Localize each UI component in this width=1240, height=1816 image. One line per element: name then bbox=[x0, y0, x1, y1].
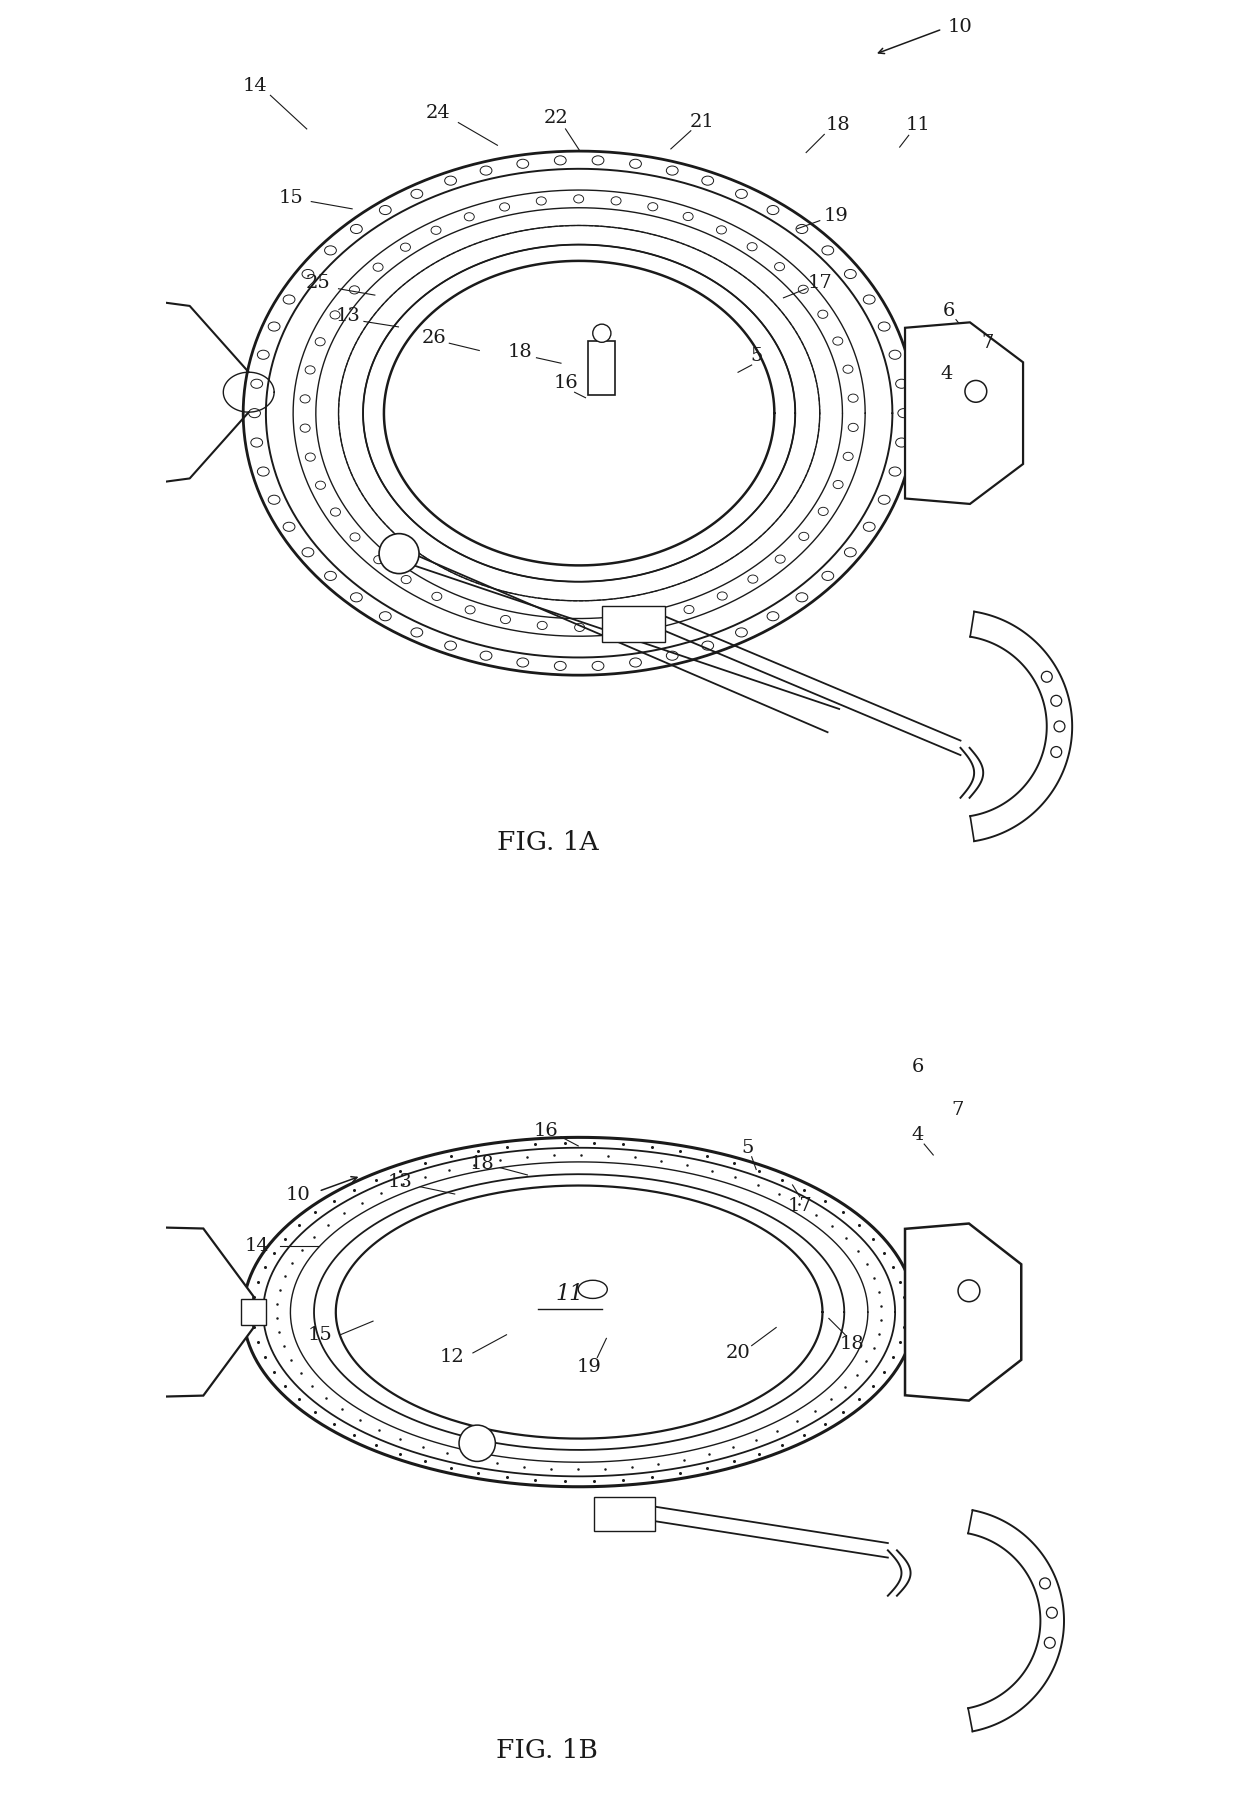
Circle shape bbox=[593, 323, 611, 341]
Text: 17: 17 bbox=[807, 274, 832, 292]
Text: 18: 18 bbox=[507, 343, 532, 361]
Text: 11: 11 bbox=[905, 116, 930, 134]
Polygon shape bbox=[905, 1224, 1022, 1400]
Text: 4: 4 bbox=[911, 1126, 924, 1144]
Text: 26: 26 bbox=[422, 329, 446, 347]
Bar bbox=[594, 1496, 656, 1531]
Text: 11: 11 bbox=[556, 1282, 584, 1306]
Text: 15: 15 bbox=[279, 189, 304, 207]
Text: 19: 19 bbox=[577, 1358, 601, 1375]
Text: 18: 18 bbox=[839, 1335, 864, 1353]
Text: 18: 18 bbox=[470, 1155, 495, 1173]
Text: FIG. 1B: FIG. 1B bbox=[496, 1738, 598, 1763]
Text: FIG. 1A: FIG. 1A bbox=[496, 830, 598, 855]
Text: 15: 15 bbox=[308, 1326, 332, 1344]
Text: 14: 14 bbox=[243, 78, 268, 94]
Text: 6: 6 bbox=[942, 301, 955, 320]
Circle shape bbox=[379, 534, 419, 574]
Text: 21: 21 bbox=[689, 113, 714, 131]
Text: 14: 14 bbox=[244, 1237, 269, 1255]
Text: 7: 7 bbox=[982, 334, 994, 352]
Text: 5: 5 bbox=[742, 1139, 754, 1157]
Text: 25: 25 bbox=[306, 274, 331, 292]
Text: 5: 5 bbox=[750, 347, 763, 365]
Text: 13: 13 bbox=[335, 307, 360, 325]
Text: 10: 10 bbox=[949, 18, 973, 36]
Text: 7: 7 bbox=[951, 1100, 963, 1119]
Text: 16: 16 bbox=[533, 1122, 558, 1140]
Text: 24: 24 bbox=[427, 105, 451, 122]
Text: 18: 18 bbox=[826, 116, 851, 134]
Text: 13: 13 bbox=[388, 1173, 413, 1191]
Bar bbox=[588, 340, 615, 394]
Text: 4: 4 bbox=[941, 365, 954, 383]
Text: 6: 6 bbox=[911, 1059, 924, 1075]
Text: 19: 19 bbox=[823, 207, 848, 225]
Bar bbox=[601, 607, 666, 643]
Text: 22: 22 bbox=[544, 109, 569, 127]
Text: 16: 16 bbox=[553, 374, 578, 392]
Text: 17: 17 bbox=[787, 1197, 812, 1215]
Text: 12: 12 bbox=[440, 1349, 465, 1366]
Text: 10: 10 bbox=[285, 1186, 310, 1204]
Circle shape bbox=[459, 1426, 495, 1462]
Polygon shape bbox=[58, 1228, 253, 1398]
Bar bbox=[241, 1300, 265, 1326]
Text: 20: 20 bbox=[725, 1344, 750, 1362]
Polygon shape bbox=[905, 323, 1023, 503]
